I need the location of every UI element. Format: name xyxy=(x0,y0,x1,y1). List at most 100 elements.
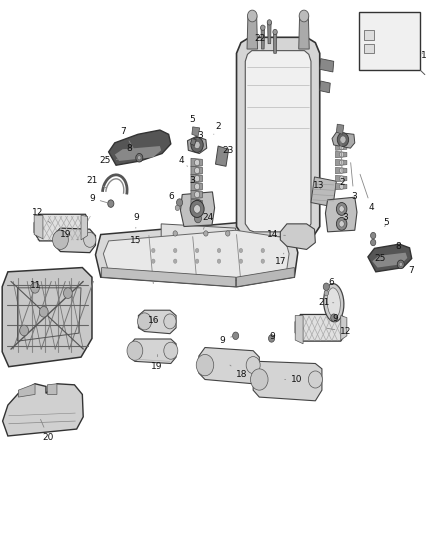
Circle shape xyxy=(239,259,243,263)
Circle shape xyxy=(136,154,143,162)
Polygon shape xyxy=(280,224,315,249)
Polygon shape xyxy=(336,151,347,158)
Text: 21: 21 xyxy=(318,298,334,307)
Circle shape xyxy=(191,138,203,152)
Circle shape xyxy=(194,183,200,190)
Circle shape xyxy=(371,232,376,239)
Polygon shape xyxy=(129,339,176,364)
Polygon shape xyxy=(299,16,309,49)
Text: 2: 2 xyxy=(214,123,221,134)
Circle shape xyxy=(138,156,141,160)
Circle shape xyxy=(195,248,199,253)
Circle shape xyxy=(339,160,344,165)
Polygon shape xyxy=(109,130,171,165)
Polygon shape xyxy=(81,215,88,240)
Text: 19: 19 xyxy=(151,354,162,371)
Text: 22: 22 xyxy=(254,27,266,43)
Circle shape xyxy=(194,205,201,213)
Circle shape xyxy=(152,248,155,253)
Text: 3: 3 xyxy=(342,205,348,222)
Circle shape xyxy=(204,231,208,236)
Polygon shape xyxy=(253,361,322,401)
Polygon shape xyxy=(336,144,347,150)
Circle shape xyxy=(194,214,201,223)
Circle shape xyxy=(339,184,344,189)
Circle shape xyxy=(20,325,28,336)
Text: 24: 24 xyxy=(202,213,214,229)
Circle shape xyxy=(261,25,265,30)
Text: 9: 9 xyxy=(269,333,276,341)
Circle shape xyxy=(336,217,347,230)
Circle shape xyxy=(247,10,257,22)
Circle shape xyxy=(268,335,275,342)
Circle shape xyxy=(177,199,183,206)
Polygon shape xyxy=(191,190,202,199)
Polygon shape xyxy=(18,384,35,397)
Polygon shape xyxy=(180,192,215,227)
Circle shape xyxy=(194,200,200,207)
Circle shape xyxy=(399,262,403,266)
Polygon shape xyxy=(191,158,202,167)
Polygon shape xyxy=(191,182,202,191)
Polygon shape xyxy=(268,22,271,44)
Circle shape xyxy=(194,141,200,149)
Text: 9: 9 xyxy=(219,336,232,344)
Text: 5: 5 xyxy=(383,219,389,227)
Circle shape xyxy=(340,136,346,143)
Polygon shape xyxy=(191,174,202,183)
Text: 3: 3 xyxy=(351,163,357,200)
Text: 14: 14 xyxy=(267,230,286,239)
Circle shape xyxy=(84,232,96,247)
Circle shape xyxy=(239,248,243,253)
Circle shape xyxy=(226,231,230,236)
Circle shape xyxy=(339,144,344,150)
Circle shape xyxy=(39,306,48,317)
Circle shape xyxy=(196,354,214,376)
Circle shape xyxy=(164,314,176,329)
Circle shape xyxy=(331,314,337,321)
Polygon shape xyxy=(95,223,298,287)
Text: 21: 21 xyxy=(86,176,106,188)
Circle shape xyxy=(108,200,114,207)
Polygon shape xyxy=(336,159,347,166)
Text: 9: 9 xyxy=(134,213,140,228)
Polygon shape xyxy=(261,28,265,49)
Text: 12: 12 xyxy=(32,208,50,223)
Polygon shape xyxy=(295,314,346,341)
Polygon shape xyxy=(364,30,374,40)
Circle shape xyxy=(194,159,200,166)
Circle shape xyxy=(273,29,277,35)
Circle shape xyxy=(261,248,265,253)
Circle shape xyxy=(173,248,177,253)
Text: 23: 23 xyxy=(222,146,233,155)
Polygon shape xyxy=(54,228,95,253)
Polygon shape xyxy=(336,124,344,134)
Circle shape xyxy=(217,259,221,263)
Circle shape xyxy=(339,152,344,157)
Text: 7: 7 xyxy=(402,265,414,275)
Circle shape xyxy=(190,200,204,217)
Text: 4: 4 xyxy=(179,157,187,166)
Circle shape xyxy=(261,259,265,263)
Polygon shape xyxy=(102,268,236,287)
Text: 3: 3 xyxy=(197,132,203,140)
Polygon shape xyxy=(336,183,347,190)
Polygon shape xyxy=(341,316,347,340)
Circle shape xyxy=(339,176,344,181)
Polygon shape xyxy=(237,268,294,287)
Polygon shape xyxy=(47,384,57,394)
Text: 9: 9 xyxy=(332,314,338,323)
Circle shape xyxy=(152,259,155,263)
Circle shape xyxy=(31,282,39,293)
Polygon shape xyxy=(273,32,277,53)
Polygon shape xyxy=(191,139,196,146)
Polygon shape xyxy=(187,136,207,154)
Circle shape xyxy=(194,191,200,198)
Circle shape xyxy=(194,175,200,182)
Text: 17: 17 xyxy=(275,253,286,265)
Polygon shape xyxy=(332,132,355,148)
Text: 13: 13 xyxy=(313,181,325,190)
Circle shape xyxy=(337,133,349,147)
Polygon shape xyxy=(192,127,200,136)
Polygon shape xyxy=(325,197,357,232)
